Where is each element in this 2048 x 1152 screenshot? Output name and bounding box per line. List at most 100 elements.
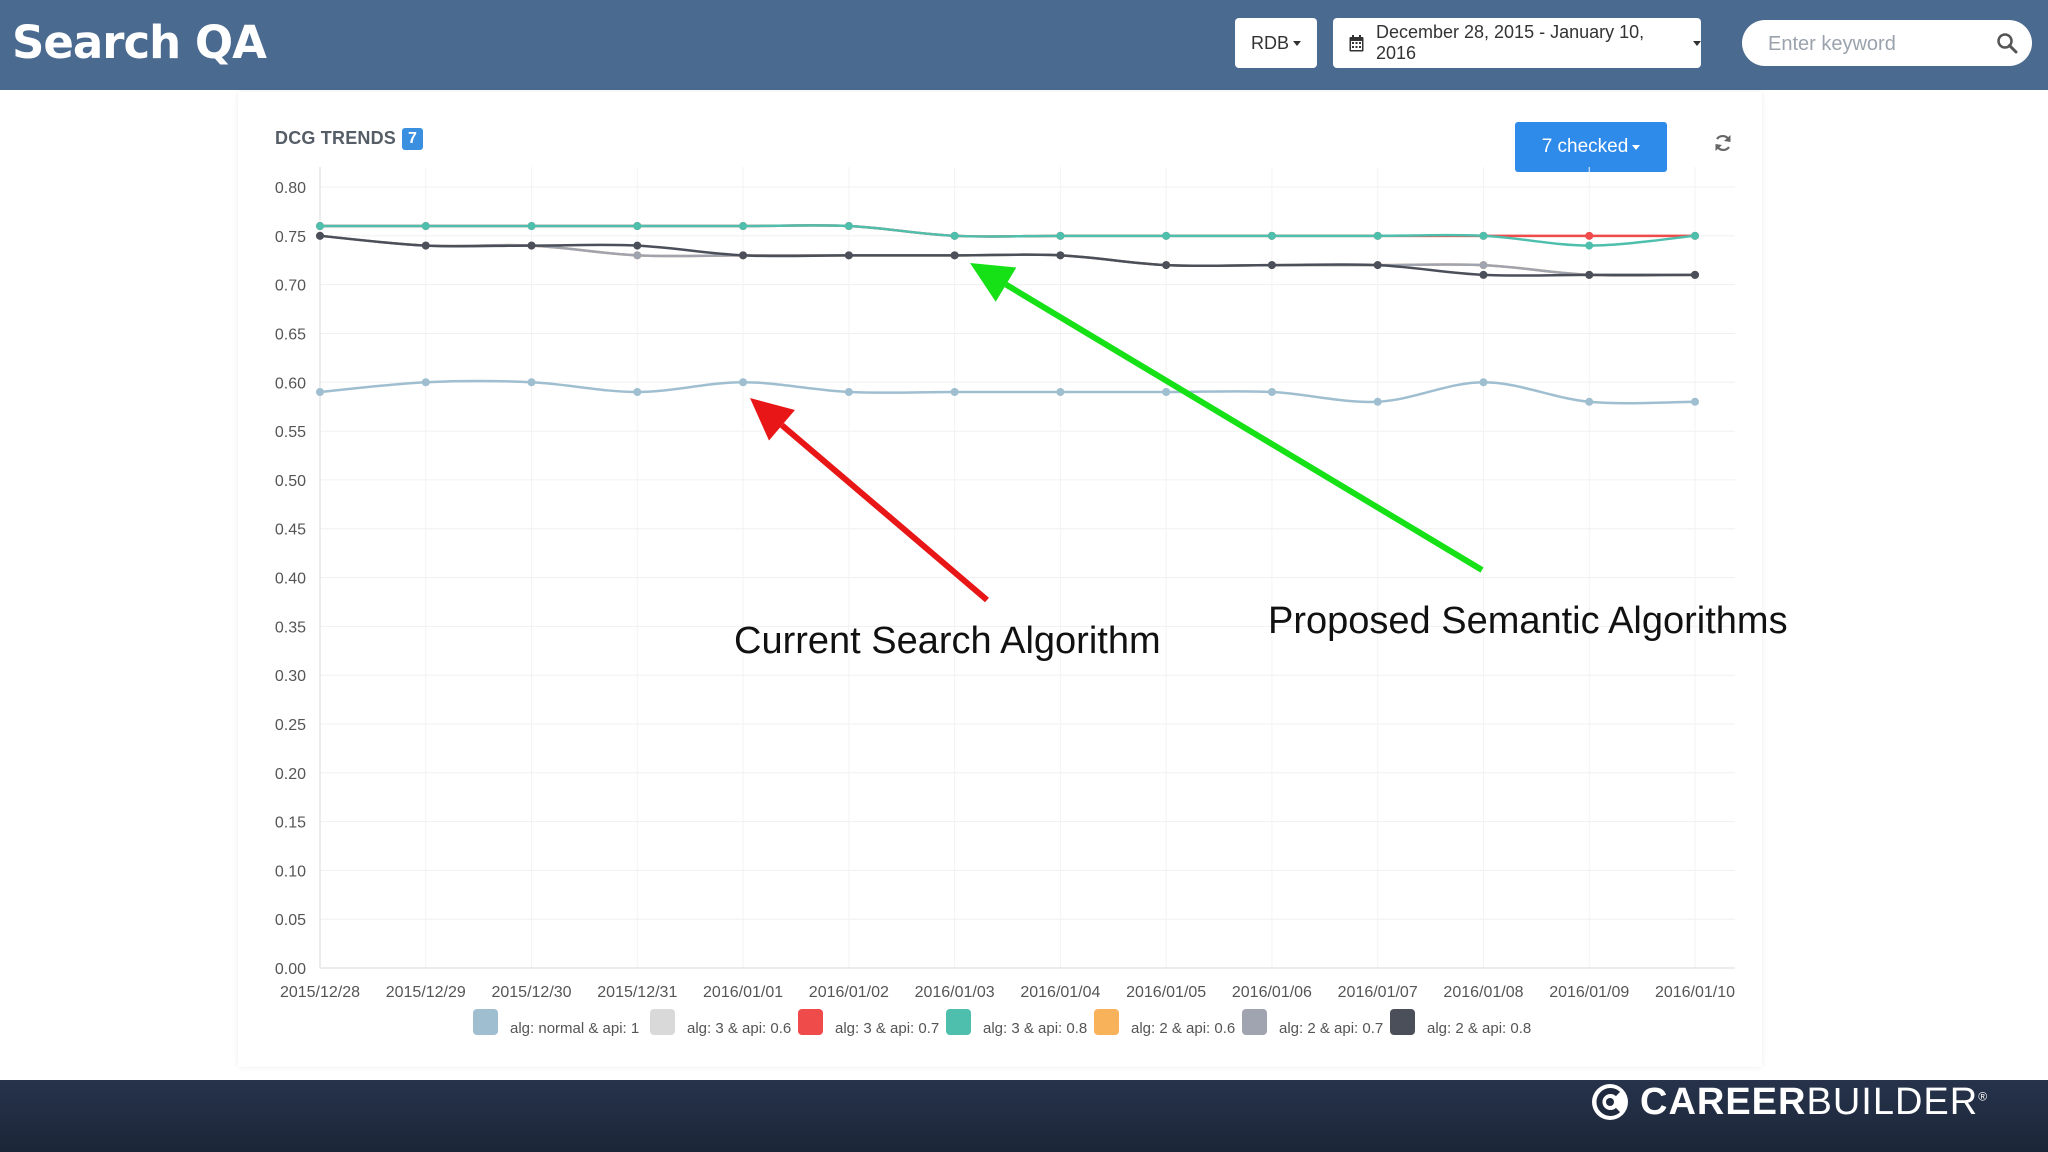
- series-point-2: [1585, 231, 1594, 240]
- series-line-0: [319, 379, 1696, 405]
- legend-swatch: [1242, 1009, 1267, 1035]
- caret-down-icon: [1632, 144, 1641, 150]
- annotation-proposed-algorithms: Proposed Semantic Algorithms: [1268, 600, 1788, 642]
- x-tick-label: 2016/01/10: [1655, 984, 1735, 1001]
- series-point-3: [421, 222, 430, 231]
- top-navbar: [0, 0, 2048, 90]
- x-tick-label: 2015/12/29: [386, 984, 466, 1001]
- series-point-5: [633, 251, 642, 260]
- red-arrow-shaft: [780, 422, 989, 603]
- legend-label: alg: 2 & api: 0.6: [1131, 1020, 1235, 1037]
- series-point-3: [633, 222, 642, 231]
- series-point-6: [1267, 261, 1276, 270]
- keyword-search-box: [1742, 20, 2032, 66]
- series-point-3: [739, 222, 748, 231]
- panel-title: DCG TRENDS 7: [275, 128, 424, 150]
- keyword-search-input[interactable]: [1766, 28, 1990, 60]
- annotation-current-algorithm: Current Search Algorithm: [734, 620, 1161, 662]
- series-point-0: [844, 388, 853, 397]
- brand-bold: CAREER: [1640, 1080, 1807, 1123]
- x-tick-label: 2016/01/09: [1549, 984, 1629, 1001]
- series-point-3: [1373, 231, 1382, 240]
- green-arrow-head: [970, 263, 1017, 302]
- series-point-0: [1267, 388, 1276, 397]
- series-point-6: [1373, 261, 1382, 270]
- x-tick-label: 2016/01/01: [703, 984, 783, 1001]
- caret-down-icon: [1693, 40, 1701, 46]
- series-point-5: [1479, 261, 1488, 270]
- chart-legend: alg: normal & api: 1 alg: 3 & api: 0.6 alg…: [473, 1009, 1531, 1037]
- x-tick-label: 2016/01/03: [915, 984, 995, 1001]
- series-point-0: [1585, 397, 1594, 406]
- legend-label: alg: 3 & api: 0.7: [835, 1020, 939, 1037]
- caret-down-icon: [1293, 40, 1301, 46]
- series-point-3: [1479, 231, 1488, 240]
- database-select-button[interactable]: RDB: [1235, 18, 1317, 68]
- refresh-icon[interactable]: [1713, 133, 1733, 153]
- series-point-6: [1162, 261, 1171, 270]
- x-axis: 2015/12/28 2015/12/29 2015/12/30 2015/12/31…: [280, 967, 1735, 1001]
- y-axis: 0.00 0.05 0.10 0.15 0.20 0.25 0.30 0.35 0.40 0.45…: [275, 167, 321, 978]
- y-tick-label: 0.10: [275, 863, 306, 880]
- series-point-6: [316, 231, 324, 240]
- series-line-6: [319, 234, 1695, 277]
- series-point-6: [1585, 270, 1594, 279]
- x-tick-label: 2016/01/04: [1020, 984, 1100, 1001]
- x-tick-label: 2016/01/05: [1126, 984, 1206, 1001]
- series-point-6: [1479, 270, 1488, 279]
- x-tick-label: 2016/01/08: [1443, 984, 1523, 1001]
- series-point-6: [421, 241, 430, 250]
- count-badge: 7: [402, 128, 424, 150]
- y-tick-label: 0.40: [275, 571, 306, 588]
- y-tick-label: 0.45: [275, 522, 306, 539]
- series-point-3: [950, 231, 959, 240]
- x-tick-label: 2015/12/31: [597, 984, 677, 1001]
- series-filter-button[interactable]: 7 checked: [1515, 122, 1667, 172]
- legend-label: alg: 3 & api: 0.8: [983, 1020, 1087, 1037]
- x-tick-label: 2015/12/28: [280, 984, 360, 1001]
- y-tick-label: 0.00: [275, 961, 306, 978]
- series-point-3: [1267, 231, 1276, 240]
- series-point-0: [1373, 397, 1382, 406]
- brand-wordmark: CAREERBUILDER®: [1640, 1081, 1988, 1124]
- legend-label: alg: normal & api: 1: [510, 1020, 639, 1037]
- legend-swatch: [798, 1009, 823, 1035]
- legend-swatch: [1390, 1009, 1415, 1035]
- search-icon[interactable]: [1996, 32, 2018, 54]
- careerbuilder-logo: CAREERBUILDER®: [1590, 1078, 1988, 1126]
- series-point-6: [527, 241, 536, 250]
- series-filter-label: 7 checked: [1541, 136, 1629, 157]
- series-point-0: [950, 388, 959, 397]
- annotation-arrows: [750, 263, 1484, 603]
- legend-swatch: [650, 1009, 675, 1035]
- y-tick-label: 0.25: [275, 717, 306, 734]
- legend-label: alg: 2 & api: 0.8: [1427, 1020, 1531, 1037]
- y-tick-label: 0.70: [275, 278, 306, 295]
- green-arrow-shaft: [1004, 282, 1484, 573]
- careerbuilder-logo-icon: [1592, 1084, 1628, 1120]
- y-tick-label: 0.35: [275, 619, 306, 636]
- series-point-0: [1056, 388, 1065, 397]
- series-point-0: [739, 378, 748, 387]
- database-select-label: RDB: [1250, 32, 1289, 53]
- series-line-3: [319, 224, 1696, 247]
- date-range-label: December 28, 2015 - January 10, 2016: [1375, 22, 1645, 63]
- date-range-picker-button[interactable]: December 28, 2015 - January 10, 2016: [1333, 18, 1701, 68]
- series-point-6: [1691, 270, 1699, 279]
- x-tick-label: 2016/01/06: [1232, 984, 1312, 1001]
- y-tick-label: 0.20: [275, 766, 306, 783]
- x-tick-label: 2016/01/07: [1338, 984, 1418, 1001]
- y-tick-label: 0.05: [275, 912, 306, 929]
- series-point-3: [316, 222, 324, 231]
- series-point-0: [316, 388, 324, 397]
- series-point-3: [1585, 241, 1594, 250]
- series-point-3: [844, 222, 853, 231]
- series-point-6: [1056, 251, 1065, 260]
- y-tick-label: 0.55: [275, 424, 306, 441]
- trademark-mark: ®: [1978, 1088, 1989, 1103]
- x-tick-label: 2016/01/02: [809, 984, 889, 1001]
- series-point-3: [1056, 231, 1065, 240]
- brand-light: BUILDER: [1806, 1080, 1979, 1123]
- chart-series-lines: [316, 222, 1699, 406]
